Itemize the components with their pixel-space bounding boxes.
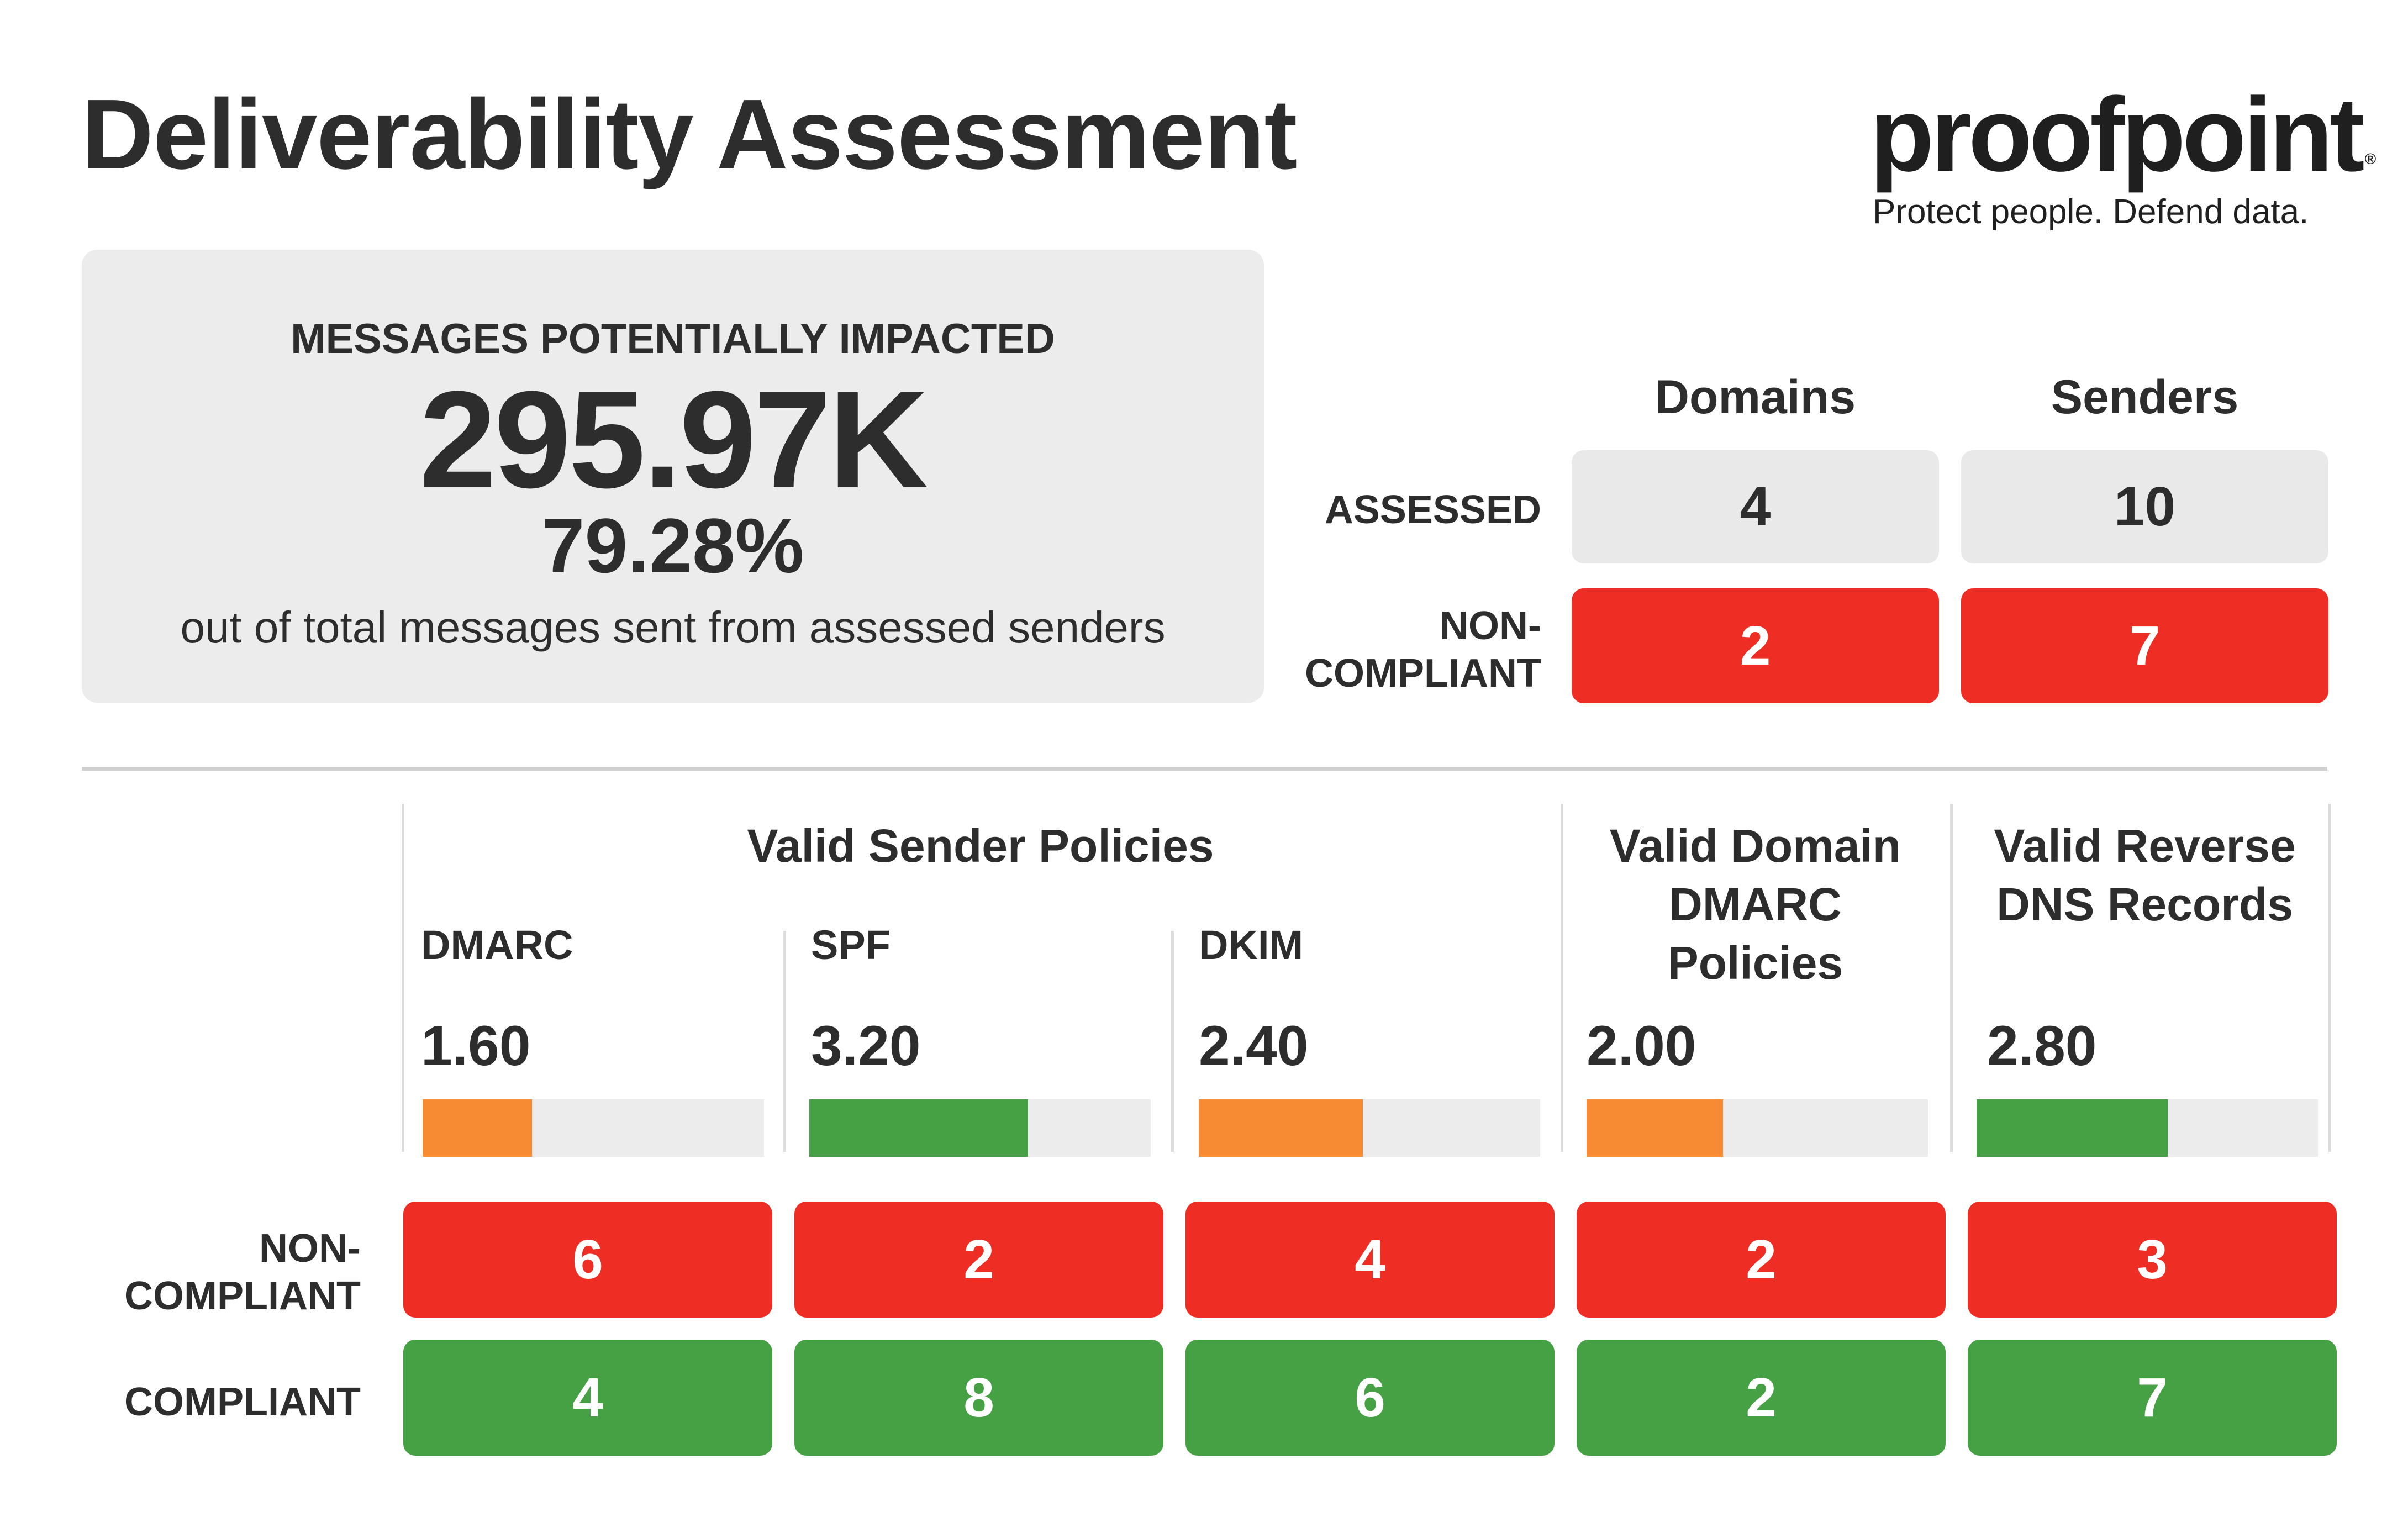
score-bar [1199,1099,1540,1157]
metric-name-spf: SPF [811,922,891,968]
non-compliant-dkim-value: 4 [1185,1202,1555,1318]
domains-column-header: Domains [1654,371,1856,424]
column-separator [402,804,404,1152]
column-separator [1171,931,1174,1152]
domains-non-compliant-value: 2 [1572,588,1939,703]
header-line: Policies [1667,937,1843,989]
header-line: Valid Reverse [1994,820,2296,872]
compliant-domain-dmarc-value: 2 [1577,1340,1946,1456]
section-divider [82,767,2327,771]
non-compliant-row-label: NON- COMPLIANT [82,1225,361,1320]
label-line: NON- [1440,604,1541,648]
compliant-row-label: COMPLIANT [124,1380,361,1424]
summary-non-compliant-label: NON- COMPLIANT [1271,602,1541,697]
score-bar-fill [423,1099,532,1157]
column-separator [2328,804,2331,1152]
metric-name-dmarc: DMARC [421,922,573,968]
label-line: COMPLIANT [124,1274,361,1318]
metric-name-dkim: DKIM [1199,922,1304,968]
compliant-reverse-dns-value: 7 [1968,1340,2337,1456]
valid-domain-dmarc-header: Valid Domain DMARC Policies [1572,817,1939,992]
score-bar [423,1099,764,1157]
impact-value: 295.97K [419,362,928,517]
metric-score: 1.60 [421,1014,531,1077]
score-bar-fill [1199,1099,1363,1157]
page-title: Deliverability Assessment [82,79,1297,190]
registered-mark: ® [2364,150,2377,167]
metric-score: 2.80 [1987,1014,2097,1077]
non-compliant-domain-dmarc-value: 2 [1577,1202,1946,1318]
metric-score: 2.00 [1587,1014,1696,1077]
header-line: DNS Records [1996,878,2293,930]
label-line: COMPLIANT [1305,651,1541,696]
impact-panel: MESSAGES POTENTIALLY IMPACTED 295.97K 79… [82,250,1264,703]
senders-non-compliant-value: 7 [1961,588,2328,703]
column-separator [783,931,786,1152]
logo-tagline: Protect people. Defend data. [1873,193,2309,231]
column-separator [1561,804,1563,1152]
label-line: NON- [259,1226,361,1271]
impact-label: MESSAGES POTENTIALLY IMPACTED [291,315,1055,362]
logo-text: proofpoint [1870,76,2365,193]
score-bar-fill [1587,1099,1724,1157]
header-line: Valid Domain [1609,820,1901,872]
senders-column-header: Senders [2051,371,2239,424]
metric-score: 3.20 [811,1014,921,1077]
metric-score: 2.40 [1199,1014,1309,1077]
valid-sender-policies-header: Valid Sender Policies [747,820,1214,872]
non-compliant-reverse-dns-value: 3 [1968,1202,2337,1318]
impact-percent: 79.28% [541,502,804,589]
column-separator [1950,804,1953,1152]
score-bar-fill [1977,1099,2168,1157]
compliant-dkim-value: 6 [1185,1340,1555,1456]
assessed-row-label: ASSESSED [1324,488,1541,532]
compliant-spf-value: 8 [794,1340,1163,1456]
valid-reverse-dns-header: Valid Reverse DNS Records [1961,817,2328,934]
senders-assessed-value: 10 [1961,450,2328,563]
compliant-dmarc-value: 4 [403,1340,772,1456]
domains-assessed-value: 4 [1572,450,1939,563]
score-bar [1977,1099,2318,1157]
score-bar-fill [809,1099,1028,1157]
header-line: DMARC [1669,878,1842,930]
proofpoint-logo: proofpoint ® [1870,75,2376,195]
score-bar [809,1099,1151,1157]
non-compliant-spf-value: 2 [794,1202,1163,1318]
impact-description: out of total messages sent from assessed… [180,603,1166,652]
non-compliant-dmarc-value: 6 [403,1202,772,1318]
score-bar [1587,1099,1928,1157]
